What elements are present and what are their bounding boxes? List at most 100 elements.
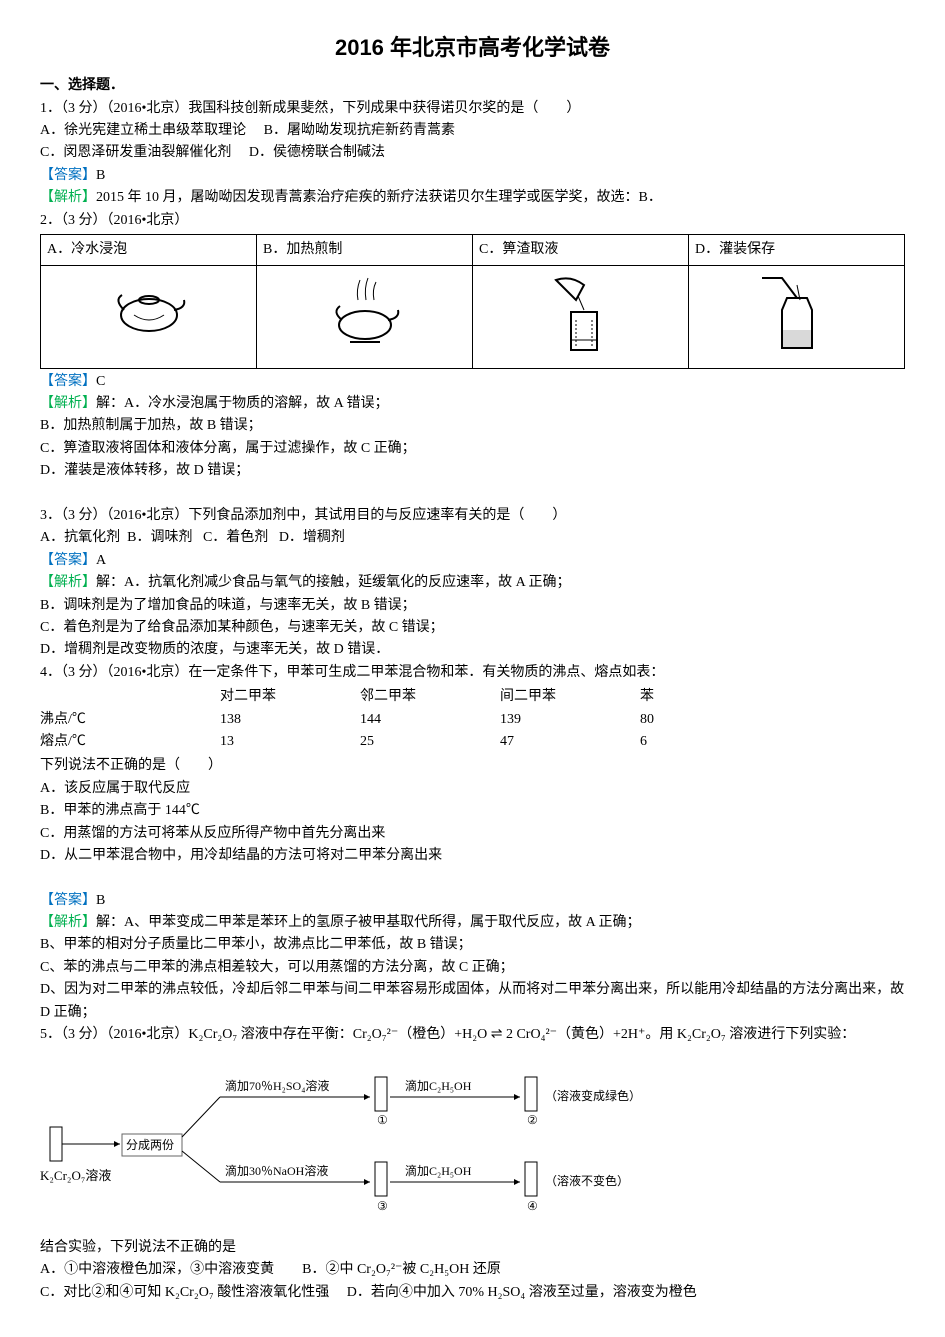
q2-a2: C．箅渣取液将固体和液体分离，属于过滤操作，故 C 正确； (40, 438, 905, 460)
q3-a1: B．调味剂是为了增加食品的味道，与速率无关，故 B 错误； (40, 595, 905, 617)
q4-r2-0: 13 (220, 731, 360, 753)
q1-optB: B．屠呦呦发现抗疟新药青蒿素 (264, 123, 455, 138)
analysis-label: 【解析】 (40, 915, 96, 930)
q4-post: 下列说法不正确的是（ ） (40, 755, 905, 777)
svg-text:滴加C₂H₅OH: 滴加C₂H₅OH (405, 1163, 472, 1178)
q1-options-row1: A．徐光宪建立稀土串级萃取理论 B．屠呦呦发现抗疟新药青蒿素 (40, 120, 905, 142)
q1-stem: 1．（3 分）（2016•北京）我国科技创新成果斐然，下列成果中获得诺贝尔奖的是… (40, 98, 905, 120)
q4-optB: B．甲苯的沸点高于 144℃ (40, 800, 905, 822)
flow-start-label: K₂Cr₂O₇溶液 (40, 1168, 111, 1183)
q2-optB: B．加热煎制 (257, 234, 473, 265)
q4-a1: B、甲苯的相对分子质量比二甲苯小，故沸点比二甲苯低，故 B 错误； (40, 934, 905, 956)
answer-label: 【答案】 (40, 168, 96, 183)
q5-optB: B．②中 Cr₂O₇²⁻被 C₂H₅OH 还原 (302, 1262, 501, 1277)
q4-h0 (40, 686, 220, 708)
svg-text:③: ③ (377, 1199, 388, 1213)
q3-stem: 3．（3 分）（2016•北京）下列食品添加剂中，其试用目的与反应速率有关的是（… (40, 505, 905, 527)
q1-optC: C．闵恩泽研发重油裂解催化剂 (40, 145, 231, 160)
q3-answer-value: A (96, 553, 106, 568)
q2-a3: D．灌装是液体转移，故 D 错误； (40, 460, 905, 482)
q4-h2: 邻二甲苯 (360, 686, 500, 708)
q1-optD: D．侯德榜联合制碱法 (249, 145, 385, 160)
q4-r1-3: 80 (640, 709, 780, 731)
answer-label: 【答案】 (40, 553, 96, 568)
q5-optC: C．对比②和④可知 K₂Cr₂O₇ 酸性溶液氧化性强 (40, 1285, 329, 1300)
q5-flow-diagram: K₂Cr₂O₇溶液 分成两份 滴加70％H₂SO₄溶液 ① 滴加C₂H₅OH ②… (40, 1052, 905, 1230)
q4-r1-label: 沸点/℃ (40, 709, 220, 731)
q5-stem-formula: ₂Cr₂O₇ 溶液中存在平衡：Cr₂O₇²⁻（橙色）+H₂O ⇌ 2 CrO₄²… (199, 1027, 856, 1042)
q4-stem: 4．（3 分）（2016•北京）在一定条件下，甲苯可生成二甲苯混合物和苯．有关物… (40, 662, 905, 684)
svg-text:（溶液变成绿色）: （溶液变成绿色） (545, 1088, 641, 1103)
svg-text:分成两份: 分成两份 (126, 1138, 174, 1152)
q2-optA: A．冷水浸泡 (41, 234, 257, 265)
q4-r1-0: 138 (220, 709, 360, 731)
answer-label: 【答案】 (40, 893, 96, 908)
teapot-heat-icon (320, 270, 410, 350)
q3-optB: B．调味剂 (127, 530, 192, 545)
q4-r2-2: 47 (500, 731, 640, 753)
q2-a1: B．加热煎制属于加热，故 B 错误； (40, 415, 905, 437)
q3-options: A．抗氧化剂 B．调味剂 C．着色剂 D．增稠剂 (40, 527, 905, 549)
q3-answer: 【答案】A (40, 550, 905, 572)
answer-label: 【答案】 (40, 374, 96, 389)
q4-r2-label: 熔点/℃ (40, 731, 220, 753)
bottle-fill-icon (752, 270, 842, 355)
svg-text:滴加C₂H₅OH: 滴加C₂H₅OH (405, 1078, 472, 1093)
q3-optC: C．着色剂 (203, 530, 268, 545)
teapot-cold-icon (104, 270, 194, 340)
q2-analysis: 【解析】解：A．冷水浸泡属于物质的溶解，故 A 错误； (40, 393, 905, 415)
q3-optA: A．抗氧化剂 (40, 530, 120, 545)
q4-answer-value: B (96, 893, 105, 908)
svg-text:滴加70％H₂SO₄溶液: 滴加70％H₂SO₄溶液 (225, 1078, 329, 1093)
q3-analysis: 【解析】解：A．抗氧化剂减少食品与氧气的接触，延缓氧化的反应速率，故 A 正确； (40, 572, 905, 594)
q4-a3: D、因为对二甲苯的沸点较低，冷却后邻二甲苯与间二甲苯容易形成固体，从而将对二甲苯… (40, 979, 905, 1024)
q3-a3: D．增稠剂是改变物质的浓度，与速率无关，故 D 错误． (40, 639, 905, 661)
q4-optD: D．从二甲苯混合物中，用冷却结晶的方法可将对二甲苯分离出来 (40, 845, 905, 867)
q4-analysis: 【解析】解：A、甲苯变成二甲苯是苯环上的氢原子被甲基取代所得，属于取代反应，故 … (40, 912, 905, 934)
q2-imgC (473, 266, 689, 368)
q1-optA: A．徐光宪建立稀土串级萃取理论 (40, 123, 246, 138)
q1-answer: 【答案】B (40, 165, 905, 187)
q4-r2-3: 6 (640, 731, 780, 753)
q4-a2: C、苯的沸点与二甲苯的沸点相差较大，可以用蒸馏的方法分离，故 C 正确； (40, 957, 905, 979)
q4-h4: 苯 (640, 686, 780, 708)
q4-r1-1: 144 (360, 709, 500, 731)
q1-analysis: 【解析】2015 年 10 月，屠呦呦因发现青蒿素治疗疟疾的新疗法获诺贝尔生理学… (40, 187, 905, 209)
svg-text:④: ④ (527, 1199, 538, 1213)
q4-table: 对二甲苯 邻二甲苯 间二甲苯 苯 沸点/℃ 138 144 139 80 熔点/… (40, 686, 780, 753)
svg-text:①: ① (377, 1113, 388, 1127)
q5-options-row2: C．对比②和④可知 K₂Cr₂O₇ 酸性溶液氧化性强 D．若向④中加入 70% … (40, 1282, 905, 1304)
q2-imgD (689, 266, 905, 368)
q5-options-row1: A．①中溶液橙色加深，③中溶液变黄 B．②中 Cr₂O₇²⁻被 C₂H₅OH 还… (40, 1259, 905, 1281)
svg-text:②: ② (527, 1113, 538, 1127)
q4-h1: 对二甲苯 (220, 686, 360, 708)
q3-optD: D．增稠剂 (279, 530, 345, 545)
q4-answer: 【答案】B (40, 890, 905, 912)
q4-h3: 间二甲苯 (500, 686, 640, 708)
q1-options-row2: C．闵恩泽研发重油裂解催化剂 D．侯德榜联合制碱法 (40, 142, 905, 164)
svg-text:（溶液不变色）: （溶液不变色） (545, 1173, 629, 1188)
q4-a0: 解：A、甲苯变成二甲苯是苯环上的氢原子被甲基取代所得，属于取代反应，故 A 正确… (96, 915, 640, 930)
q4-r2-1: 25 (360, 731, 500, 753)
q1-analysis-text: 2015 年 10 月，屠呦呦因发现青蒿素治疗疟疾的新疗法获诺贝尔生理学或医学奖… (96, 190, 662, 205)
q2-answer-value: C (96, 374, 105, 389)
q2-optD: D．灌装保存 (689, 234, 905, 265)
q3-a0: 解：A．抗氧化剂减少食品与氧气的接触，延缓氧化的反应速率，故 A 正确； (96, 575, 570, 590)
q4-optA: A．该反应属于取代反应 (40, 778, 905, 800)
flow-diagram-icon: K₂Cr₂O₇溶液 分成两份 滴加70％H₂SO₄溶液 ① 滴加C₂H₅OH ②… (40, 1052, 780, 1222)
q5-stem: 5．（3 分）（2016•北京）K₂Cr₂O₇ 溶液中存在平衡：Cr₂O₇²⁻（… (40, 1024, 905, 1046)
q5-stem-pre: 5．（3 分）（2016•北京）K (40, 1027, 199, 1042)
q5-post: 结合实验，下列说法不正确的是 (40, 1237, 905, 1259)
q5-optD: D．若向④中加入 70% H₂SO₄ 溶液至过量，溶液变为橙色 (347, 1285, 697, 1300)
filter-pour-icon (536, 270, 626, 355)
page-title: 2016 年北京市高考化学试卷 (40, 30, 905, 65)
analysis-label: 【解析】 (40, 575, 96, 590)
q2-imgB (257, 266, 473, 368)
analysis-label: 【解析】 (40, 190, 96, 205)
q3-a2: C．着色剂是为了给食品添加某种颜色，与速率无关，故 C 错误； (40, 617, 905, 639)
q2-a0: 解：A．冷水浸泡属于物质的溶解，故 A 错误； (96, 396, 388, 411)
section-header: 一、选择题． (40, 75, 905, 97)
q4-r1-2: 139 (500, 709, 640, 731)
q2-stem: 2．（3 分）（2016•北京） (40, 210, 905, 232)
q2-answer: 【答案】C (40, 371, 905, 393)
